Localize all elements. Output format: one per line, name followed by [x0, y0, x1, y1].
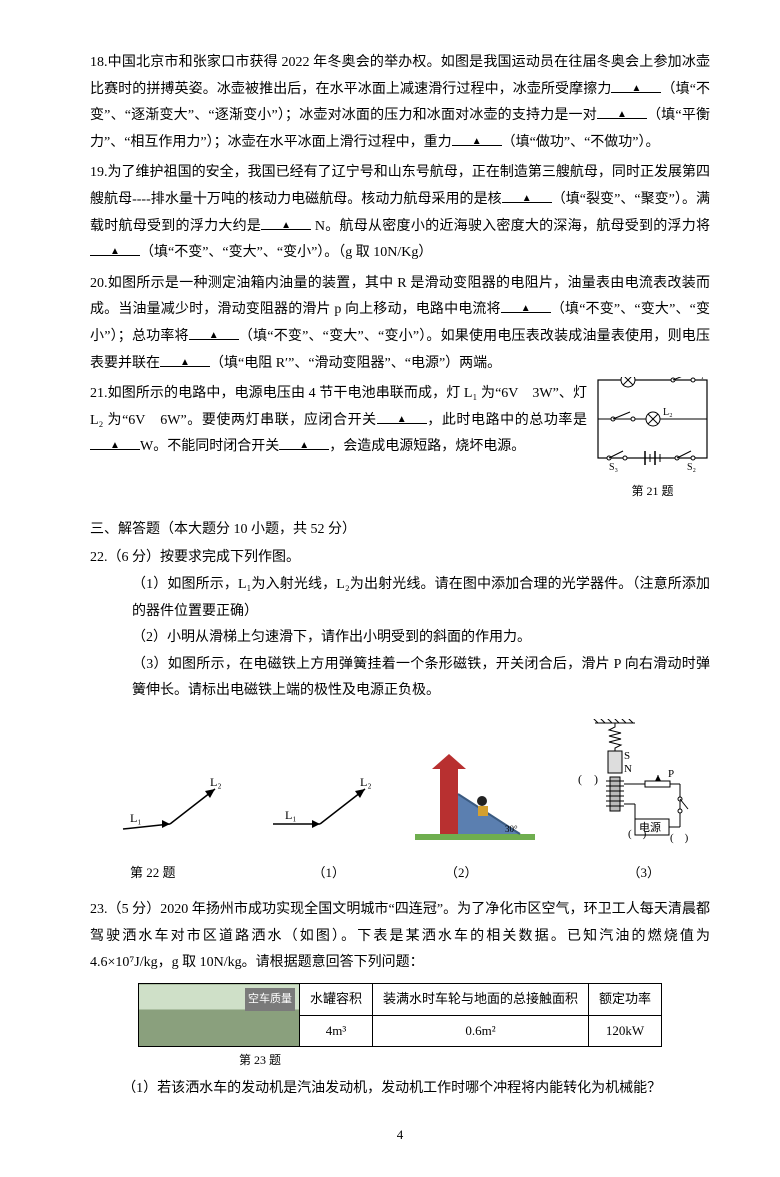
circuit-figure: L₁ S₁ L₂ S₃ S₂ 第 21 题: [595, 377, 710, 503]
svg-text:S: S: [624, 750, 630, 762]
q23-num: 23.: [90, 902, 108, 917]
fig-22-3: S N ( ) P 电源 ( ) ( ): [550, 719, 700, 853]
svg-text:L₁: L₁: [130, 811, 142, 825]
q22-s3: （3）如图所示，在电磁铁上方用弹簧挂着一个条形磁铁，开关闭合后，滑片 P 向右滑…: [90, 652, 710, 705]
q22-num: 22.: [90, 550, 108, 565]
q19-num: 19.: [90, 165, 108, 180]
q22-figures: L₁ L₂ L₁ L₂ 30°: [90, 719, 710, 853]
ray-diagram-b: L₁ L₂: [265, 774, 385, 844]
blank[interactable]: [502, 188, 552, 203]
svg-text:( ): ( ): [670, 832, 689, 844]
svg-text:N: N: [624, 763, 632, 775]
section-3-title: 三、解答题（本大题分 10 小题，共 52 分）: [90, 517, 710, 544]
circuit-caption: 第 21 题: [595, 480, 710, 503]
svg-text:L₂: L₂: [663, 407, 673, 418]
page-number: 4: [90, 1123, 710, 1148]
q21-num: 21.: [90, 386, 108, 401]
q21-b: ，此时电路中的总功率是: [427, 413, 587, 428]
q18-hc: （填“做功”、“不做功”）。: [502, 135, 660, 150]
blank[interactable]: [279, 435, 329, 450]
q18-num: 18.: [90, 55, 108, 70]
q19-b: N。航母从密度小的近海驶入密度大的深海，航母受到的浮力将: [311, 219, 710, 234]
th-volume: 水罐容积: [299, 984, 372, 1016]
q22-s2: （2）小明从滑梯上匀速滑下，请作出小明受到的斜面的作用力。: [90, 625, 710, 652]
q22-labels: 第 22 题 （1） （2） （3）: [90, 861, 710, 886]
th-power: 额定功率: [589, 984, 662, 1016]
q20-hc: （填“电阻 R′”、“滑动变阻器”、“电源”）两端。: [210, 356, 501, 371]
question-20: 20.如图所示是一种测定油箱内油量的装置，其中 R 是滑动变阻器的电阻片，油量表…: [90, 271, 710, 377]
blank[interactable]: [261, 215, 311, 230]
blank[interactable]: [377, 409, 427, 424]
svg-text:S₃: S₃: [609, 462, 618, 472]
q20-num: 20.: [90, 276, 108, 291]
question-18: 18.中国北京市和张家口市获得 2022 年冬奥会的举办权。如图是我国运动员在往…: [90, 50, 710, 156]
q21-d: ，会造成电源短路，烧坏电源。: [329, 439, 525, 454]
svg-text:L₂: L₂: [210, 775, 222, 789]
svg-text:( ): ( ): [628, 828, 647, 840]
svg-text:30°: 30°: [505, 824, 518, 834]
q23-a: （5 分）2020 年扬州市成功实现全国文明城市“四连冠”。为了净化市区空气，环…: [90, 902, 710, 970]
q19-hb: （填“不变”、“变大”、“变小”）。（g 取 10N/Kg）: [140, 245, 432, 260]
question-21: L₁ S₁ L₂ S₃ S₂ 第 21 题 21.如图所示的电路中，电源电压由 …: [90, 381, 710, 503]
svg-text:S₂: S₂: [687, 462, 696, 472]
blank[interactable]: [189, 325, 239, 340]
ray-diagram-a: L₁ L₂: [115, 774, 235, 844]
svg-text:P: P: [668, 768, 674, 780]
truck-image-cell: 空车质量: [138, 984, 299, 1047]
question-23: 23.（5 分）2020 年扬州市成功实现全国文明城市“四连冠”。为了净化市区空…: [90, 897, 710, 977]
question-19: 19.为了维护祖国的安全，我国已经有了辽宁号和山东号航母，正在制造第三艘航母，同…: [90, 160, 710, 266]
th-area: 装满水时车轮与地面的总接触面积: [372, 984, 588, 1016]
q22-s1: （1）如图所示，L₁为入射光线，L₂为出射光线。请在图中添加合理的光学器件。（注…: [90, 572, 710, 625]
svg-text:L₂: L₂: [360, 775, 372, 789]
q22-label-head: 第 22 题: [110, 861, 263, 886]
svg-text:S₁: S₁: [695, 377, 704, 380]
question-22: 22.（6 分）按要求完成下列作图。 （1）如图所示，L₁为入射光线，L₂为出射…: [90, 545, 710, 705]
q22-label-1: （1）: [263, 861, 396, 886]
q22-head: （6 分）按要求完成下列作图。: [108, 550, 301, 565]
slide-diagram: 30°: [410, 749, 540, 844]
electromagnet-diagram: S N ( ) P 电源 ( ) ( ): [560, 719, 690, 844]
td-power: 120kW: [589, 1015, 662, 1047]
q22-label-2: （2）: [395, 861, 528, 886]
td-area: 0.6m²: [372, 1015, 588, 1047]
q23-sub1: （1）若该洒水车的发动机是汽油发动机，发动机工作时哪个冲程将内能转化为机械能？: [90, 1076, 710, 1103]
truck-label: 空车质量: [245, 988, 295, 1011]
circuit-svg: L₁ S₁ L₂ S₃ S₂: [595, 377, 710, 472]
td-volume: 4m³: [299, 1015, 372, 1047]
blank[interactable]: [597, 104, 647, 119]
blank[interactable]: [90, 241, 140, 256]
blank[interactable]: [501, 298, 551, 313]
blank[interactable]: [160, 352, 210, 367]
fig-22-1a: L₁ L₂: [100, 774, 250, 853]
q23-caption: 第 23 题: [90, 1049, 710, 1072]
q22-label-3: （3）: [528, 861, 691, 886]
svg-text:L₁: L₁: [613, 377, 623, 378]
svg-text:( ): ( ): [578, 772, 598, 786]
fig-22-1b: L₁ L₂: [250, 774, 400, 853]
q21-c: W。不能同时闭合开关: [140, 439, 279, 454]
fig-22-2: 30°: [400, 749, 550, 853]
blank[interactable]: [90, 435, 140, 450]
svg-text:L₁: L₁: [285, 808, 297, 822]
blank[interactable]: [611, 78, 661, 93]
blank[interactable]: [452, 131, 502, 146]
q23-table: 空车质量 水罐容积 装满水时车轮与地面的总接触面积 额定功率 4m³ 0.6m²…: [138, 983, 662, 1047]
